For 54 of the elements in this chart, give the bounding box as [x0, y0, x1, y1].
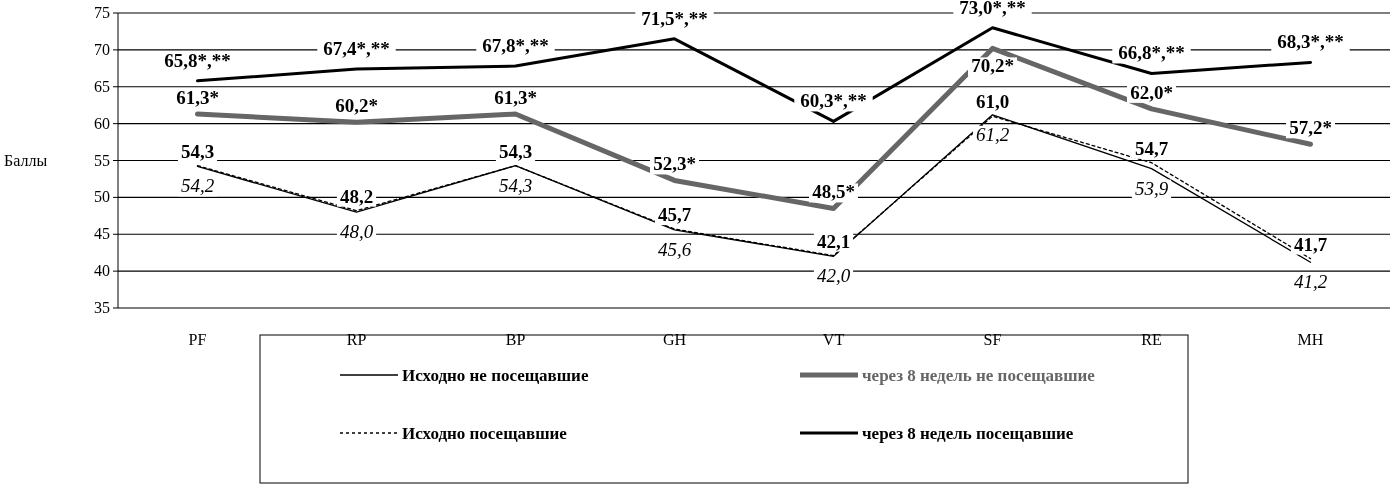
data-label: 66,8*,** [1118, 42, 1185, 64]
y-tick-label: 65 [94, 77, 110, 95]
y-tick-label: 75 [94, 4, 110, 21]
y-axis-title: Баллы [4, 151, 48, 169]
x-tick-label: VT [822, 331, 845, 348]
data-label: 54,2 [180, 175, 215, 197]
data-label: 54,3 [498, 140, 533, 162]
data-label: 54,7 [1134, 137, 1169, 159]
data-label: 52,3* [653, 153, 696, 175]
data-label: 42,1 [816, 230, 851, 252]
data-label: 71,5*,** [641, 7, 708, 29]
data-label: 67,4*,** [323, 38, 390, 60]
data-label: 53,9 [1134, 177, 1169, 199]
data-label: 61,2 [975, 123, 1010, 145]
data-label: 70,2* [971, 55, 1014, 77]
legend-label: через 8 недель не посещавшие [862, 366, 1096, 385]
y-tick-label: 35 [94, 299, 110, 316]
data-label: 48,0 [339, 221, 374, 243]
data-label: 41,2 [1293, 271, 1328, 293]
y-tick-label: 60 [94, 114, 110, 132]
data-label: 48,2 [339, 185, 374, 207]
data-label: 61,3* [176, 87, 219, 109]
legend-label: через 8 недель посещавшие [862, 424, 1074, 443]
x-tick-label: MH [1297, 331, 1324, 348]
data-label: 54,3 [180, 140, 215, 162]
data-label: 65,8*,** [164, 49, 231, 71]
x-tick-label: RE [1141, 331, 1162, 348]
data-label: 45,7 [657, 204, 692, 226]
data-label: 61,3* [494, 87, 537, 109]
x-tick-label: SF [983, 331, 1002, 348]
data-label: 73,0*,** [959, 0, 1026, 18]
x-tick-label: PF [188, 331, 207, 348]
data-label: 61,0 [975, 91, 1010, 113]
data-label: 41,7 [1293, 233, 1328, 255]
data-label: 54,3 [498, 174, 533, 196]
x-tick-label: RP [346, 331, 367, 348]
data-label: 48,5* [812, 181, 855, 203]
data-label: 62,0* [1130, 81, 1173, 103]
x-tick-label: GH [662, 331, 687, 348]
data-label: 57,2* [1289, 117, 1332, 139]
x-tick-label: BP [505, 331, 526, 348]
data-label: 68,3*,** [1277, 31, 1344, 53]
y-tick-label: 45 [94, 225, 110, 243]
data-label: 60,3*,** [800, 90, 867, 112]
legend-label: Исходно посещавшие [402, 424, 568, 443]
data-label: 42,0 [816, 265, 851, 287]
data-label: 67,8*,** [482, 35, 549, 57]
data-label: 60,2* [335, 95, 378, 117]
y-tick-label: 55 [94, 151, 110, 169]
legend-label: Исходно не посещавшие [402, 366, 589, 385]
data-label: 45,6 [657, 238, 692, 260]
y-tick-label: 70 [94, 40, 110, 58]
y-tick-label: 40 [94, 262, 110, 280]
y-tick-label: 50 [94, 188, 110, 206]
